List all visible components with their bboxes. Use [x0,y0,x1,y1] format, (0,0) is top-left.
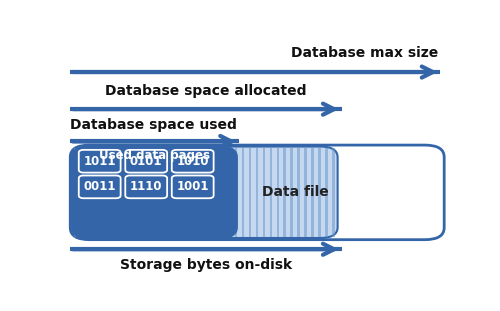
Bar [95,148,97,237]
Bar [304,148,307,237]
Text: 1011: 1011 [84,155,116,168]
Bar [88,148,90,237]
Bar [262,148,265,237]
Text: Database space allocated: Database space allocated [105,84,306,98]
Text: Storage bytes on-disk: Storage bytes on-disk [120,258,292,272]
Bar [109,148,111,237]
Text: 1010: 1010 [176,155,209,168]
Text: Used data pages: Used data pages [99,149,210,162]
Bar [332,148,334,237]
Bar [102,148,104,237]
FancyBboxPatch shape [79,150,120,173]
Bar [172,148,174,237]
Bar [256,148,258,237]
Bar [74,148,76,237]
Bar [158,148,160,237]
FancyBboxPatch shape [70,145,444,240]
Bar [298,148,300,237]
Text: Data file: Data file [262,185,328,199]
Bar [151,148,153,237]
Bar [276,148,279,237]
FancyBboxPatch shape [126,175,167,198]
Bar [248,148,251,237]
Bar [234,148,237,237]
Bar [312,148,314,237]
FancyBboxPatch shape [72,146,237,238]
Text: 1001: 1001 [176,180,209,193]
Text: 0101: 0101 [130,155,162,168]
Text: 1110: 1110 [130,180,162,193]
Text: 0011: 0011 [84,180,116,193]
FancyBboxPatch shape [79,175,120,198]
Text: Database space used: Database space used [70,118,237,132]
Bar [178,148,181,237]
Bar [290,148,293,237]
Bar [192,148,195,237]
FancyBboxPatch shape [126,150,167,173]
Bar [242,148,244,237]
Bar [116,148,118,237]
Bar [228,148,230,237]
Bar [220,148,223,237]
Bar [206,148,209,237]
Text: Database max size: Database max size [291,46,438,60]
Bar [200,148,202,237]
Bar [137,148,139,237]
Bar [123,148,125,237]
Bar [214,148,216,237]
Bar [270,148,272,237]
Bar [284,148,286,237]
Bar [144,148,146,237]
Bar [130,148,132,237]
Bar [326,148,328,237]
Bar [318,148,320,237]
FancyBboxPatch shape [172,175,214,198]
Bar [186,148,188,237]
FancyBboxPatch shape [172,150,214,173]
Bar [164,148,167,237]
FancyBboxPatch shape [72,146,338,238]
Bar [81,148,83,237]
